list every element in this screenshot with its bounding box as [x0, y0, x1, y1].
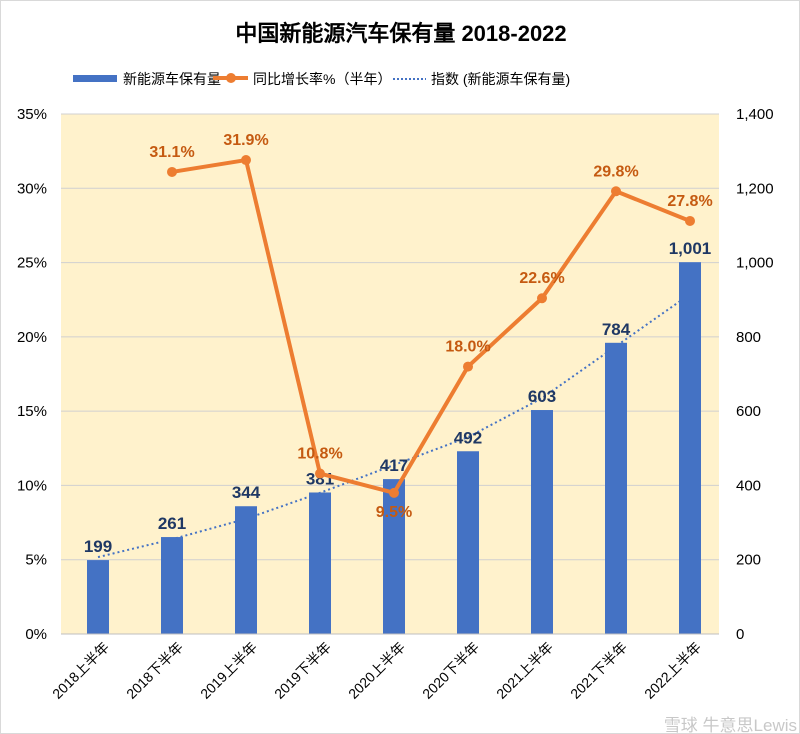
left-tick-label: 0%: [25, 626, 47, 643]
bar-label: 417: [380, 456, 408, 475]
growth-label: 27.8%: [667, 193, 712, 210]
growth-label: 29.8%: [593, 163, 638, 180]
bar-label: 603: [528, 387, 556, 406]
growth-point: [537, 293, 547, 304]
growth-point: [685, 215, 695, 226]
x-tick-label: 2020上半年: [345, 639, 408, 702]
growth-point: [241, 155, 251, 166]
left-tick-label: 5%: [25, 552, 47, 569]
bar: [161, 537, 183, 634]
x-tick-label: 2019上半年: [197, 639, 260, 702]
growth-label: 18.0%: [445, 339, 490, 356]
bar-label: 344: [232, 483, 261, 502]
growth-label: 31.1%: [149, 144, 194, 161]
growth-label: 31.9%: [223, 132, 268, 149]
right-tick-label: 1,400: [736, 106, 774, 123]
right-tick-label: 0: [736, 626, 744, 643]
right-tick-label: 1,000: [736, 255, 774, 272]
left-tick-label: 20%: [17, 329, 47, 346]
bar: [235, 506, 257, 634]
growth-point: [611, 186, 621, 197]
x-tick-label: 2019下半年: [271, 639, 334, 702]
growth-point: [389, 487, 399, 498]
legend-label: 指数 (新能源车保有量): [431, 71, 570, 87]
left-tick-label: 25%: [17, 255, 47, 272]
legend-bar-swatch: [73, 75, 117, 82]
watermark: 雪球 牛意思Lewis: [664, 716, 797, 734]
bar-label: 784: [602, 320, 631, 339]
x-tick-label: 2021下半年: [567, 639, 630, 702]
left-tick-label: 10%: [17, 477, 47, 494]
left-tick-label: 15%: [17, 403, 47, 420]
bar-label: 1,001: [669, 239, 712, 258]
bar-label: 199: [84, 537, 112, 556]
right-tick-label: 600: [736, 403, 761, 420]
right-tick-label: 400: [736, 477, 761, 494]
bar-label: 492: [454, 428, 482, 447]
bar-label: 261: [158, 514, 186, 533]
growth-label: 22.6%: [519, 270, 564, 287]
x-tick-label: 2018上半年: [49, 639, 112, 702]
right-tick-label: 200: [736, 552, 761, 569]
growth-point: [315, 468, 325, 479]
bar: [457, 451, 479, 634]
legend-label: 新能源车保有量: [123, 71, 221, 87]
bar: [605, 342, 627, 634]
left-tick-label: 35%: [17, 106, 47, 123]
growth-line: [171, 158, 691, 495]
bar: [679, 262, 701, 634]
growth-point: [463, 361, 473, 372]
bar: [383, 479, 405, 634]
bar: [531, 410, 553, 634]
bar: [87, 560, 109, 634]
growth-label: 9.5%: [376, 504, 412, 521]
right-tick-label: 1,200: [736, 180, 774, 197]
x-tick-label: 2022上半年: [641, 639, 704, 702]
chart-title: 中国新能源汽车保有量 2018-2022: [235, 21, 566, 46]
x-tick-label: 2018下半年: [123, 639, 186, 702]
trendline: [97, 293, 691, 559]
growth-point: [167, 166, 177, 177]
right-tick-label: 800: [736, 329, 761, 346]
legend-line-marker: [226, 73, 236, 83]
x-tick-label: 2021上半年: [493, 639, 556, 702]
growth-label: 10.8%: [297, 446, 342, 463]
legend-label: 同比增长率%（半年）: [253, 71, 391, 87]
left-tick-label: 30%: [17, 180, 47, 197]
bar: [309, 492, 331, 634]
x-tick-label: 2020下半年: [419, 639, 482, 702]
